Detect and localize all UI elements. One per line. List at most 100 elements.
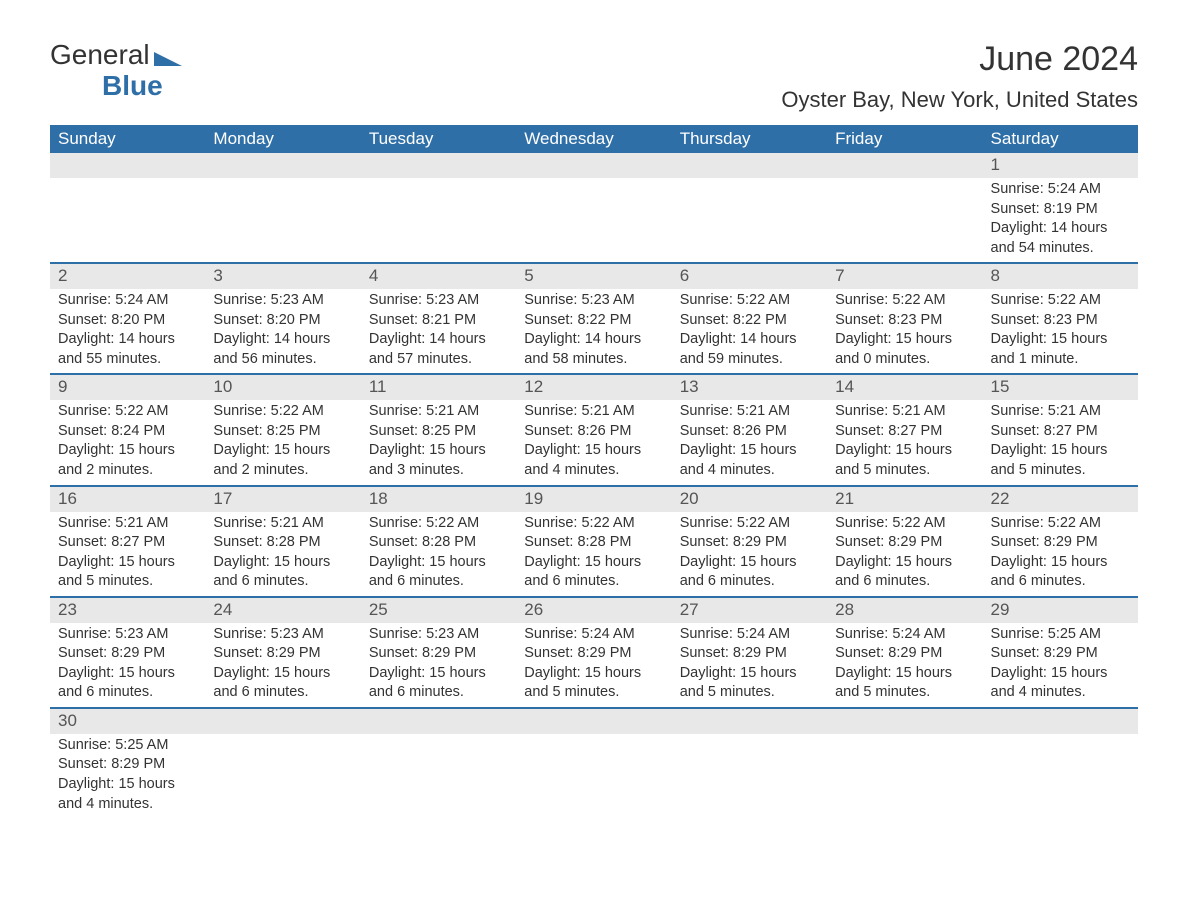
calendar-day: 5Sunrise: 5:23 AM Sunset: 8:22 PM Daylig… (516, 263, 671, 374)
header: General Blue June 2024 Oyster Bay, New Y… (50, 40, 1138, 113)
weekday-header-row: SundayMondayTuesdayWednesdayThursdayFrid… (50, 125, 1138, 153)
day-details: Sunrise: 5:22 AM Sunset: 8:23 PM Dayligh… (827, 289, 982, 373)
day-number: 16 (50, 487, 205, 512)
calendar-day: 12Sunrise: 5:21 AM Sunset: 8:26 PM Dayli… (516, 374, 671, 485)
calendar-day-empty (361, 708, 516, 818)
calendar-day-empty (827, 153, 982, 263)
day-details: Sunrise: 5:24 AM Sunset: 8:19 PM Dayligh… (983, 178, 1138, 262)
weekday-header: Saturday (983, 125, 1138, 153)
day-number: 18 (361, 487, 516, 512)
calendar-day: 23Sunrise: 5:23 AM Sunset: 8:29 PM Dayli… (50, 597, 205, 708)
day-number: 19 (516, 487, 671, 512)
calendar-day: 14Sunrise: 5:21 AM Sunset: 8:27 PM Dayli… (827, 374, 982, 485)
day-number: 10 (205, 375, 360, 400)
day-details: Sunrise: 5:22 AM Sunset: 8:23 PM Dayligh… (983, 289, 1138, 373)
day-number: 22 (983, 487, 1138, 512)
calendar-day: 4Sunrise: 5:23 AM Sunset: 8:21 PM Daylig… (361, 263, 516, 374)
day-details: Sunrise: 5:21 AM Sunset: 8:26 PM Dayligh… (516, 400, 671, 484)
day-details: Sunrise: 5:23 AM Sunset: 8:29 PM Dayligh… (205, 623, 360, 707)
day-number: 7 (827, 264, 982, 289)
day-details: Sunrise: 5:22 AM Sunset: 8:25 PM Dayligh… (205, 400, 360, 484)
day-number: 14 (827, 375, 982, 400)
day-number: 28 (827, 598, 982, 623)
day-details: Sunrise: 5:23 AM Sunset: 8:21 PM Dayligh… (361, 289, 516, 373)
calendar-day: 28Sunrise: 5:24 AM Sunset: 8:29 PM Dayli… (827, 597, 982, 708)
calendar-table: SundayMondayTuesdayWednesdayThursdayFrid… (50, 125, 1138, 818)
day-number: 2 (50, 264, 205, 289)
day-details: Sunrise: 5:21 AM Sunset: 8:28 PM Dayligh… (205, 512, 360, 596)
calendar-day: 2Sunrise: 5:24 AM Sunset: 8:20 PM Daylig… (50, 263, 205, 374)
calendar-row: 2Sunrise: 5:24 AM Sunset: 8:20 PM Daylig… (50, 263, 1138, 374)
calendar-day-empty (50, 153, 205, 263)
day-number: 12 (516, 375, 671, 400)
day-number: 25 (361, 598, 516, 623)
day-number: 8 (983, 264, 1138, 289)
day-number: 3 (205, 264, 360, 289)
calendar-row: 1Sunrise: 5:24 AM Sunset: 8:19 PM Daylig… (50, 153, 1138, 263)
day-details: Sunrise: 5:25 AM Sunset: 8:29 PM Dayligh… (983, 623, 1138, 707)
calendar-row: 30Sunrise: 5:25 AM Sunset: 8:29 PM Dayli… (50, 708, 1138, 818)
logo-text-1: General (50, 39, 150, 70)
day-number: 21 (827, 487, 982, 512)
day-details: Sunrise: 5:22 AM Sunset: 8:29 PM Dayligh… (672, 512, 827, 596)
calendar-day: 1Sunrise: 5:24 AM Sunset: 8:19 PM Daylig… (983, 153, 1138, 263)
calendar-day: 25Sunrise: 5:23 AM Sunset: 8:29 PM Dayli… (361, 597, 516, 708)
calendar-day: 19Sunrise: 5:22 AM Sunset: 8:28 PM Dayli… (516, 486, 671, 597)
location: Oyster Bay, New York, United States (781, 87, 1138, 113)
title-block: June 2024 Oyster Bay, New York, United S… (781, 40, 1138, 113)
calendar-day: 13Sunrise: 5:21 AM Sunset: 8:26 PM Dayli… (672, 374, 827, 485)
day-number: 6 (672, 264, 827, 289)
day-details: Sunrise: 5:24 AM Sunset: 8:29 PM Dayligh… (827, 623, 982, 707)
day-details: Sunrise: 5:22 AM Sunset: 8:28 PM Dayligh… (516, 512, 671, 596)
day-number: 26 (516, 598, 671, 623)
calendar-day-empty (672, 708, 827, 818)
day-details: Sunrise: 5:22 AM Sunset: 8:24 PM Dayligh… (50, 400, 205, 484)
day-details: Sunrise: 5:22 AM Sunset: 8:29 PM Dayligh… (983, 512, 1138, 596)
calendar-day: 3Sunrise: 5:23 AM Sunset: 8:20 PM Daylig… (205, 263, 360, 374)
calendar-day: 20Sunrise: 5:22 AM Sunset: 8:29 PM Dayli… (672, 486, 827, 597)
calendar-day-empty (361, 153, 516, 263)
calendar-day: 8Sunrise: 5:22 AM Sunset: 8:23 PM Daylig… (983, 263, 1138, 374)
day-details: Sunrise: 5:23 AM Sunset: 8:29 PM Dayligh… (50, 623, 205, 707)
day-number: 27 (672, 598, 827, 623)
weekday-header: Sunday (50, 125, 205, 153)
day-details: Sunrise: 5:23 AM Sunset: 8:29 PM Dayligh… (361, 623, 516, 707)
day-details: Sunrise: 5:24 AM Sunset: 8:29 PM Dayligh… (672, 623, 827, 707)
logo: General Blue (50, 40, 184, 102)
calendar-day: 6Sunrise: 5:22 AM Sunset: 8:22 PM Daylig… (672, 263, 827, 374)
day-number: 17 (205, 487, 360, 512)
day-details: Sunrise: 5:21 AM Sunset: 8:27 PM Dayligh… (827, 400, 982, 484)
calendar-day: 21Sunrise: 5:22 AM Sunset: 8:29 PM Dayli… (827, 486, 982, 597)
day-number: 9 (50, 375, 205, 400)
calendar-body: 1Sunrise: 5:24 AM Sunset: 8:19 PM Daylig… (50, 153, 1138, 818)
month-title: June 2024 (781, 40, 1138, 79)
calendar-day: 18Sunrise: 5:22 AM Sunset: 8:28 PM Dayli… (361, 486, 516, 597)
logo-flag-icon (154, 48, 184, 68)
weekday-header: Friday (827, 125, 982, 153)
day-number: 30 (50, 709, 205, 734)
calendar-day: 22Sunrise: 5:22 AM Sunset: 8:29 PM Dayli… (983, 486, 1138, 597)
calendar-day: 17Sunrise: 5:21 AM Sunset: 8:28 PM Dayli… (205, 486, 360, 597)
day-number: 24 (205, 598, 360, 623)
calendar-day-empty (205, 708, 360, 818)
calendar-day-empty (516, 153, 671, 263)
calendar-day: 16Sunrise: 5:21 AM Sunset: 8:27 PM Dayli… (50, 486, 205, 597)
day-details: Sunrise: 5:21 AM Sunset: 8:27 PM Dayligh… (983, 400, 1138, 484)
logo-text-2: Blue (102, 70, 163, 101)
day-number: 1 (983, 153, 1138, 178)
day-number: 23 (50, 598, 205, 623)
calendar-day: 24Sunrise: 5:23 AM Sunset: 8:29 PM Dayli… (205, 597, 360, 708)
calendar-day: 30Sunrise: 5:25 AM Sunset: 8:29 PM Dayli… (50, 708, 205, 818)
weekday-header: Tuesday (361, 125, 516, 153)
calendar-day: 7Sunrise: 5:22 AM Sunset: 8:23 PM Daylig… (827, 263, 982, 374)
day-details: Sunrise: 5:21 AM Sunset: 8:27 PM Dayligh… (50, 512, 205, 596)
day-details: Sunrise: 5:23 AM Sunset: 8:22 PM Dayligh… (516, 289, 671, 373)
calendar-day: 15Sunrise: 5:21 AM Sunset: 8:27 PM Dayli… (983, 374, 1138, 485)
calendar-row: 23Sunrise: 5:23 AM Sunset: 8:29 PM Dayli… (50, 597, 1138, 708)
day-details: Sunrise: 5:22 AM Sunset: 8:29 PM Dayligh… (827, 512, 982, 596)
calendar-day: 29Sunrise: 5:25 AM Sunset: 8:29 PM Dayli… (983, 597, 1138, 708)
calendar-day-empty (672, 153, 827, 263)
day-number: 5 (516, 264, 671, 289)
calendar-day-empty (205, 153, 360, 263)
day-details: Sunrise: 5:23 AM Sunset: 8:20 PM Dayligh… (205, 289, 360, 373)
